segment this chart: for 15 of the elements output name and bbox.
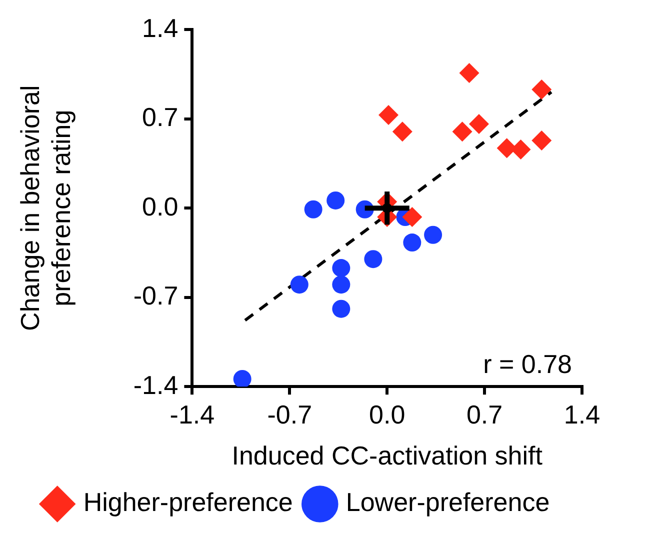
y-tick-label: 0.0 <box>142 191 178 222</box>
x-tick-label: -0.7 <box>267 399 312 430</box>
y-tick-label: 0.7 <box>142 102 178 132</box>
x-tick-label: 0.0 <box>369 399 406 430</box>
y-tick-label: -1.4 <box>133 370 178 400</box>
legend-label: Higher-preference <box>83 487 293 518</box>
x-tick-label: 1.4 <box>564 399 600 430</box>
x-tick-label: -1.4 <box>170 399 215 430</box>
legend-label: Lower-preference <box>346 487 550 518</box>
y-axis-title: Change in behavioral preference rating <box>14 85 76 331</box>
x-tick-label: 0.7 <box>466 399 503 430</box>
y-tick-label: 1.4 <box>142 12 178 43</box>
y-tick-label: -0.7 <box>133 280 178 311</box>
annotation: r = 0.78 <box>483 348 572 379</box>
x-axis-title: Induced CC-activation shift <box>232 440 544 471</box>
